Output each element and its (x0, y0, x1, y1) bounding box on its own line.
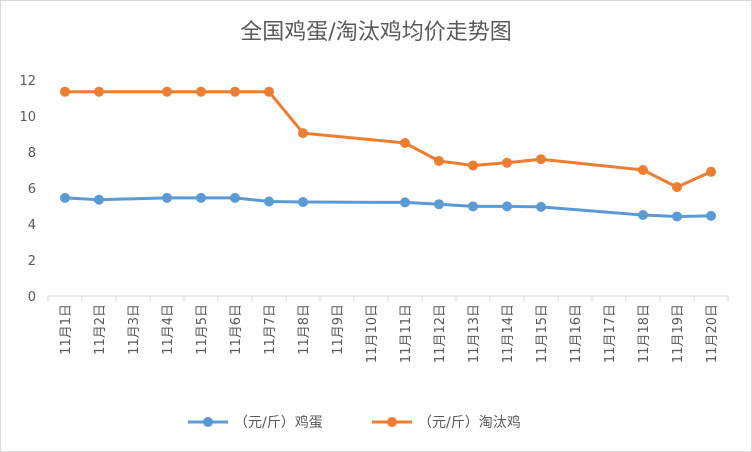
x-tick-label: 11月1日 (59, 304, 74, 355)
data-point-series-1 (468, 201, 478, 212)
data-point-series-2 (94, 86, 104, 97)
data-point-series-2 (638, 165, 648, 175)
data-point-series-2 (264, 86, 274, 97)
x-tick-label: 11月7日 (263, 304, 278, 355)
data-point-series-2 (298, 128, 308, 139)
data-point-series-1 (162, 192, 172, 203)
data-point-series-2 (672, 182, 682, 193)
x-tick-label: 11月13日 (467, 304, 482, 363)
legend-label-1: （元/斤）鸡蛋 (234, 414, 323, 431)
x-tick-label: 11月20日 (705, 304, 720, 363)
y-tick-label: 8 (28, 146, 36, 161)
legend-marker-2 (387, 417, 397, 427)
x-tick-label: 11月4日 (161, 304, 176, 355)
data-point-series-2 (468, 160, 478, 171)
x-tick-label: 11月18日 (637, 304, 652, 363)
x-tick-label: 11月14日 (501, 304, 516, 363)
y-tick-label: 12 (19, 74, 36, 89)
data-point-series-2 (400, 138, 410, 148)
data-point-series-2 (536, 154, 546, 165)
data-point-series-1 (60, 192, 70, 203)
data-point-series-1 (196, 192, 206, 203)
data-point-series-2 (706, 166, 716, 177)
y-tick-label: 6 (28, 182, 36, 197)
x-tick-label: 11月12日 (433, 304, 448, 363)
x-tick-label: 11月3日 (127, 304, 142, 355)
chart-title: 全国鸡蛋/淘汰鸡均价走势图 (240, 20, 512, 45)
data-point-series-1 (434, 199, 444, 210)
data-point-series-1 (672, 211, 682, 222)
legend-label-2: （元/斤）淘汰鸡 (418, 414, 521, 431)
x-tick-label: 11月19日 (671, 304, 686, 363)
data-point-series-1 (536, 201, 546, 212)
data-point-series-2 (196, 86, 206, 97)
x-tick-label: 11月11日 (399, 304, 414, 363)
x-tick-label: 11月9日 (331, 304, 346, 355)
x-tick-label: 11月5日 (195, 304, 210, 355)
x-tick-label: 11月10日 (365, 304, 380, 363)
data-point-series-1 (264, 196, 274, 207)
data-point-series-2 (162, 86, 172, 97)
data-point-series-2 (60, 86, 70, 97)
data-point-series-1 (298, 197, 308, 208)
data-point-series-1 (502, 201, 512, 212)
x-tick-label: 11月16日 (569, 304, 584, 363)
data-point-series-1 (638, 210, 648, 220)
data-point-series-2 (434, 156, 444, 166)
y-tick-label: 10 (19, 110, 36, 125)
series-line-2 (65, 90, 712, 189)
y-tick-label: 0 (28, 290, 36, 305)
x-tick-label: 11月6日 (229, 304, 244, 355)
data-point-series-1 (94, 194, 104, 205)
data-point-series-1 (230, 192, 240, 203)
y-tick-label: 2 (28, 254, 36, 269)
x-tick-label: 11月8日 (297, 304, 312, 355)
x-tick-label: 11月2日 (93, 304, 108, 355)
legend-marker-1 (203, 417, 213, 427)
x-tick-label: 11月15日 (535, 304, 550, 363)
data-point-series-1 (400, 197, 410, 208)
x-tick-label: 11月17日 (603, 304, 618, 363)
data-point-series-2 (230, 86, 240, 97)
series-line-1 (64, 196, 712, 218)
data-point-series-2 (502, 157, 512, 168)
y-tick-label: 4 (28, 218, 36, 233)
data-point-series-1 (706, 210, 716, 221)
